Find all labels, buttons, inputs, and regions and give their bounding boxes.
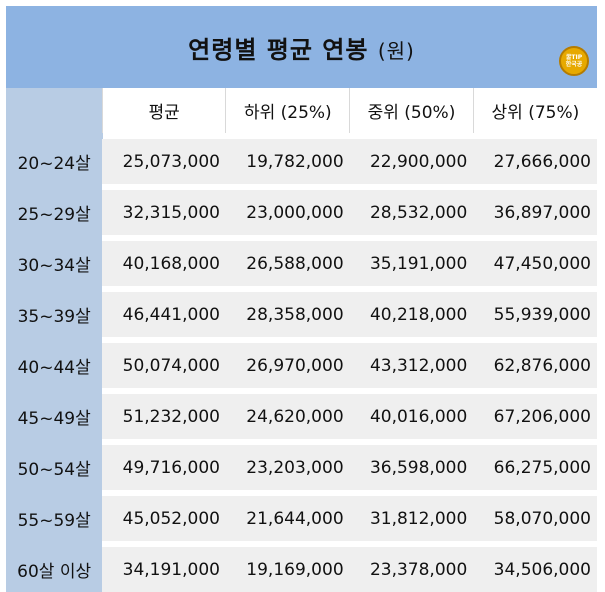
chart-title-unit: (원) [377, 38, 415, 63]
table-cell-value: 21,644,000 [225, 490, 350, 544]
table-cell-value: 22,900,000 [349, 133, 474, 187]
row-header-age: 60살 이상 [6, 541, 103, 592]
table-cell-value: 40,168,000 [102, 235, 226, 289]
column-header: 중위 (50%) [349, 88, 474, 136]
table-cell-value: 19,782,000 [225, 133, 350, 187]
table-cell-value: 43,312,000 [349, 337, 474, 391]
table-row: 20~24살 25,073,000 19,782,000 22,900,000 27,6… [6, 133, 597, 187]
table-row: 30~34살 40,168,000 26,588,000 35,191,000 47,4… [6, 235, 597, 289]
table-cell-value: 50,074,000 [102, 337, 226, 391]
table-row: 25~29살 32,315,000 23,000,000 28,532,000 36,8… [6, 184, 597, 238]
table-cell-value: 25,073,000 [102, 133, 226, 187]
table-cell-value: 36,598,000 [349, 439, 474, 493]
table-cell-value: 58,070,000 [473, 490, 597, 544]
row-header-age: 45~49살 [6, 388, 103, 442]
chart-title: 연령별 평균 연봉 (원) [188, 30, 415, 65]
table-cell-value: 46,441,000 [102, 286, 226, 340]
table-cell-value: 34,506,000 [473, 541, 597, 592]
table-cell-value: 34,191,000 [102, 541, 226, 592]
table-cell-value: 32,315,000 [102, 184, 226, 238]
column-header: 하위 (25%) [225, 88, 350, 136]
table-row: 50~54살 49,716,000 23,203,000 36,598,000 66,2… [6, 439, 597, 493]
table-cell-value: 66,275,000 [473, 439, 597, 493]
table-cell-value: 19,169,000 [225, 541, 350, 592]
tip-badge-icon: 꿀TIP 한국공 [559, 46, 589, 76]
table-cell-value: 35,191,000 [349, 235, 474, 289]
table-row: 45~49살 51,232,000 24,620,000 40,016,000 67,2… [6, 388, 597, 442]
table-cell-value: 26,970,000 [225, 337, 350, 391]
row-header-age: 55~59살 [6, 490, 103, 544]
column-header: 평균 [101, 88, 226, 136]
salary-table: 평균 하위 (25%) 중위 (50%) 상위 (75%) 20~24살 25,0… [6, 88, 597, 592]
table-row: 40~44살 50,074,000 26,970,000 43,312,000 62,8… [6, 337, 597, 391]
corner-cell [6, 88, 103, 136]
table-cell-value: 45,052,000 [102, 490, 226, 544]
table-cell-value: 40,218,000 [349, 286, 474, 340]
chart-title-text: 연령별 평균 연봉 [188, 35, 369, 64]
table-cell-value: 49,716,000 [102, 439, 226, 493]
table-row: 55~59살 45,052,000 21,644,000 31,812,000 58,0… [6, 490, 597, 544]
table-cell-value: 23,000,000 [225, 184, 350, 238]
table-cell-value: 62,876,000 [473, 337, 597, 391]
table-cell-value: 47,450,000 [473, 235, 597, 289]
table-cell-value: 31,812,000 [349, 490, 474, 544]
row-header-age: 25~29살 [6, 184, 103, 238]
row-header-age: 35~39살 [6, 286, 103, 340]
table-cell-value: 23,378,000 [349, 541, 474, 592]
table-cell-value: 27,666,000 [473, 133, 597, 187]
title-bar: 연령별 평균 연봉 (원) 꿀TIP 한국공 [6, 6, 597, 88]
table-cell-value: 23,203,000 [225, 439, 350, 493]
table-row: 35~39살 46,441,000 28,358,000 40,218,000 55,9… [6, 286, 597, 340]
table-body: 20~24살 25,073,000 19,782,000 22,900,000 27,6… [6, 133, 597, 592]
logo-line2: 한국공 [565, 61, 583, 68]
table-cell-value: 26,588,000 [225, 235, 350, 289]
table-cell-value: 28,358,000 [225, 286, 350, 340]
header-row: 평균 하위 (25%) 중위 (50%) 상위 (75%) [6, 88, 597, 136]
row-header-age: 40~44살 [6, 337, 103, 391]
table-cell-value: 40,016,000 [349, 388, 474, 442]
column-header: 상위 (75%) [472, 88, 597, 136]
row-header-age: 30~34살 [6, 235, 103, 289]
table-cell-value: 28,532,000 [349, 184, 474, 238]
row-header-age: 50~54살 [6, 439, 103, 493]
table-cell-value: 51,232,000 [102, 388, 226, 442]
logo-line1: 꿀TIP [565, 54, 583, 61]
row-header-age: 20~24살 [6, 133, 103, 187]
salary-table-frame: 연령별 평균 연봉 (원) 꿀TIP 한국공 평균 하위 (25%) 중위 (5… [6, 6, 597, 592]
table-cell-value: 36,897,000 [473, 184, 597, 238]
table-row: 60살 이상 34,191,000 19,169,000 23,378,000 34,5… [6, 541, 597, 592]
table-cell-value: 55,939,000 [473, 286, 597, 340]
table-cell-value: 67,206,000 [473, 388, 597, 442]
table-cell-value: 24,620,000 [225, 388, 350, 442]
